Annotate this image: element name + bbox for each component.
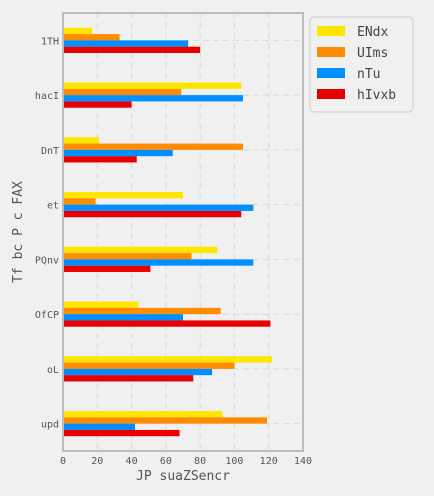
y-tick-label: PQnv [35,255,59,266]
x-tick-label: 140 [294,456,312,467]
legend-swatch-hIvxb [317,89,345,99]
bar-nTu-upd [63,423,135,430]
bar-ENdx-hacI [63,82,242,89]
bar-ENdx-upd [63,411,223,418]
bar-hIvxb-DnT [63,156,137,163]
x-axis-label: JP suaZSencr [136,469,230,484]
plot-frame [62,12,304,452]
x-tick-label: 80 [194,456,206,467]
legend-swatch-nTu [317,68,345,78]
legend-label-UIms: UIms [357,46,388,61]
bar-hIvxb-oL [63,375,194,382]
legend-swatch-ENdx [317,26,345,36]
y-tick-label: oL [47,365,59,376]
bars [63,27,273,437]
bar-UIms-DnT [63,143,243,150]
legend: ENdx UIms nTu hIvxb [309,16,414,113]
bar-hIvxb-OfCP [63,320,271,327]
x-ticks: 0 20 40 60 80 100 120 140 [60,456,312,467]
bar-UIms-1TH [63,34,120,41]
y-tick-label: DnT [41,146,59,157]
bar-ENdx-oL [63,356,273,363]
legend-swatch-UIms [317,47,345,57]
plot-background [63,13,303,451]
bar-nTu-PQnv [63,259,254,266]
bar-UIms-oL [63,362,235,369]
bar-nTu-1TH [63,40,189,47]
bar-ENdx-1TH [63,27,93,35]
bar-hIvxb-hacI [63,101,132,108]
bar-UIms-upd [63,417,267,424]
bar-ENdx-OfCP [63,301,139,308]
bar-nTu-OfCP [63,314,183,321]
bar-UIms-hacI [63,88,182,96]
x-tick-label: 40 [126,456,138,467]
y-tick-label: hacI [35,91,59,102]
bar-UIms-PQnv [63,253,192,260]
bar-hIvxb-PQnv [63,265,151,272]
bar-hIvxb-upd [63,429,180,437]
y-ticks: 1TH hacI DnT et PQnv OfCP oL upd [35,36,59,430]
y-tick-label: upd [41,420,59,431]
y-tick-label: et [47,201,59,212]
bar-nTu-oL [63,368,213,376]
bar-nTu-DnT [63,149,173,157]
bar-nTu-et [63,204,254,211]
bar-hIvxb-et [63,210,242,218]
x-tick-label: 120 [260,456,278,467]
bar-nTu-hacI [63,95,243,102]
x-tick-label: 60 [160,456,172,467]
x-tick-label: 0 [60,456,66,467]
legend-label-ENdx: ENdx [357,25,388,40]
bar-hIvxb-1TH [63,46,201,53]
y-tick-label: 1TH [41,36,59,47]
x-tick-label: 100 [225,456,243,467]
legend-label-hIvxb: hIvxb [357,88,396,103]
bar-ENdx-et [63,192,183,199]
y-tick-label: OfCP [35,310,59,321]
bar-ENdx-DnT [63,137,99,144]
bar-ENdx-PQnv [63,246,218,254]
bar-UIms-OfCP [63,307,221,315]
bar-UIms-et [63,198,96,205]
x-tick-label: 20 [91,456,103,467]
y-axis-label: Tf bc P c FAX [11,181,26,283]
legend-label-nTu: nTu [357,67,380,82]
legend-box [309,16,414,113]
